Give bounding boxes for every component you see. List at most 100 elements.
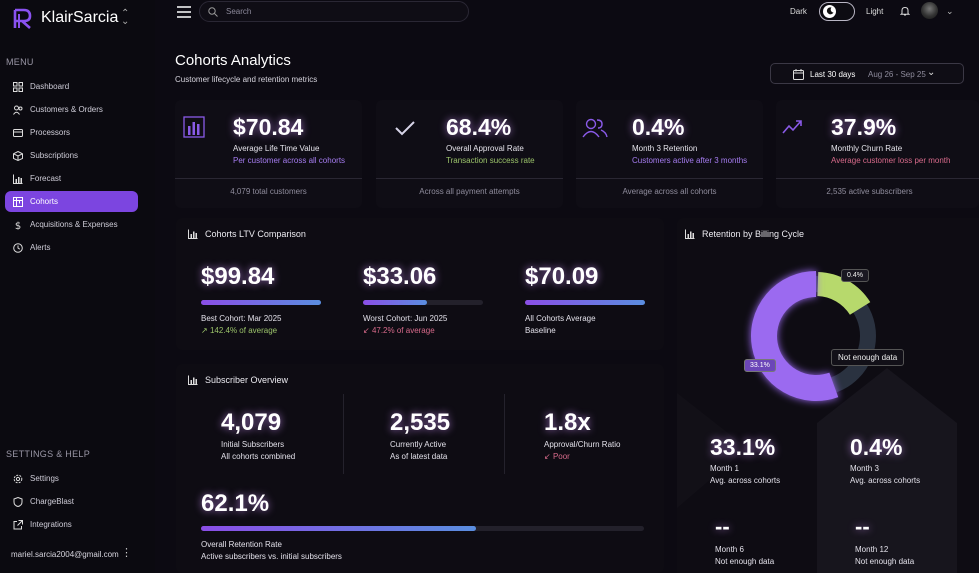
month3-label: Month 3 bbox=[850, 464, 879, 473]
external-link-icon bbox=[13, 519, 23, 529]
ltv-avg-label: All Cohorts Average bbox=[525, 314, 596, 323]
subscriber-panel bbox=[176, 364, 664, 573]
hamburger-menu-icon[interactable] bbox=[177, 6, 191, 18]
sidebar-item-acquisitions[interactable]: $ Acquisitions & Expenses bbox=[5, 214, 138, 235]
ltv-avg-bar-fill bbox=[525, 300, 645, 305]
users-icon bbox=[13, 105, 23, 115]
chevron-down-icon: ⌄ bbox=[927, 67, 936, 78]
ltv-avg-bar bbox=[525, 300, 645, 305]
kpi-footer: Across all payment attempts bbox=[419, 187, 520, 196]
search-icon bbox=[208, 7, 218, 17]
month12-label: Month 12 bbox=[855, 545, 889, 554]
bell-icon[interactable] bbox=[900, 6, 910, 16]
subscriber-ratio-label: Approval/Churn Ratio bbox=[544, 440, 621, 449]
ltv-best-label: Best Cohort: Mar 2025 bbox=[201, 314, 282, 323]
month1-label: Month 1 bbox=[710, 464, 739, 473]
bar-chart-icon bbox=[183, 116, 205, 138]
sidebar-item-customers[interactable]: Customers & Orders bbox=[5, 99, 138, 120]
kpi-card-churn: 37.9% Monthly Churn Rate Average custome… bbox=[776, 100, 979, 208]
gear-icon bbox=[13, 474, 23, 483]
subscriber-ratio-sub-text: Poor bbox=[552, 452, 570, 461]
subscriber-active-value: 2,535 bbox=[390, 409, 451, 436]
subscriber-ratio-value: 1.8x bbox=[544, 409, 591, 436]
month12-sub: Not enough data bbox=[855, 557, 915, 566]
sidebar-item-forecast[interactable]: Forecast bbox=[5, 168, 138, 189]
divider bbox=[576, 178, 763, 179]
ltv-worst-bar bbox=[363, 300, 483, 305]
subscriber-initial-sub: All cohorts combined bbox=[221, 452, 296, 461]
calendar-icon bbox=[793, 69, 804, 80]
workspace-switch-icon[interactable]: ⌃ ⌄ bbox=[121, 8, 130, 27]
sidebar-item-settings[interactable]: Settings bbox=[5, 468, 138, 489]
donut-segment-month1[interactable] bbox=[751, 271, 839, 401]
retention-rate-value: 62.1% bbox=[201, 490, 270, 517]
retention-donut-chart bbox=[751, 271, 876, 401]
kpi-card-retention: 0.4% Month 3 Retention Customers active … bbox=[576, 100, 763, 208]
grid-icon bbox=[13, 81, 23, 92]
kpi-label: Overall Approval Rate bbox=[446, 144, 524, 153]
ltv-worst-bar-fill bbox=[363, 300, 427, 305]
ltv-worst-label: Worst Cohort: Jun 2025 bbox=[363, 314, 448, 323]
kpi-value: 0.4% bbox=[632, 114, 685, 140]
donut-segment-month3[interactable] bbox=[816, 272, 871, 316]
cohorts-icon bbox=[13, 196, 23, 207]
sidebar-item-alerts[interactable]: Alerts bbox=[5, 237, 138, 258]
divider bbox=[175, 178, 362, 179]
avatar[interactable] bbox=[921, 2, 938, 19]
month3-value: 0.4% bbox=[850, 434, 903, 460]
date-range-picker[interactable]: Last 30 days Aug 26 - Sep 25 ⌄ bbox=[770, 63, 964, 84]
month1-value: 33.1% bbox=[710, 434, 776, 460]
kpi-sublabel: Transaction success rate bbox=[446, 156, 535, 165]
subscriber-active-sub: As of latest data bbox=[390, 452, 448, 461]
theme-toggle[interactable] bbox=[819, 2, 855, 21]
ltv-best-delta-text: 142.4% of average bbox=[209, 326, 278, 335]
ltv-avg-value: $70.09 bbox=[525, 263, 599, 290]
hexagon-decoration bbox=[677, 368, 957, 573]
ltv-best-bar-fill bbox=[201, 300, 321, 305]
sidebar-item-label: Settings bbox=[30, 474, 59, 483]
ltv-title-text: Cohorts LTV Comparison bbox=[205, 229, 306, 239]
sidebar-item-integrations[interactable]: Integrations bbox=[5, 514, 138, 535]
sidebar-item-cohorts[interactable]: Cohorts bbox=[5, 191, 138, 212]
sidebar-item-label: Customers & Orders bbox=[30, 105, 103, 114]
kpi-sublabel: Average customer loss per month bbox=[831, 156, 951, 165]
chevron-down-icon[interactable]: ⌄ bbox=[946, 6, 954, 16]
users-icon bbox=[582, 118, 608, 138]
card-icon bbox=[13, 128, 23, 137]
kpi-value: 68.4% bbox=[446, 114, 512, 140]
trend-up-icon: ↗ bbox=[201, 326, 210, 335]
sidebar-item-label: Subscriptions bbox=[30, 151, 79, 160]
sidebar-item-label: Cohorts bbox=[30, 197, 59, 206]
svg-text:$: $ bbox=[15, 221, 21, 230]
moon-icon bbox=[826, 7, 834, 15]
sidebar-item-subscriptions[interactable]: Subscriptions bbox=[5, 145, 138, 166]
logo-icon bbox=[13, 8, 32, 29]
date-range-label: Last 30 days bbox=[810, 70, 856, 79]
page-subtitle: Customer lifecycle and retention metrics bbox=[175, 75, 318, 84]
sidebar-item-label: Dashboard bbox=[30, 82, 70, 91]
divider bbox=[776, 178, 979, 179]
ltv-panel bbox=[176, 218, 664, 350]
bar-chart-icon bbox=[188, 229, 198, 239]
user-email: mariel.sarcia2004@gmail.com bbox=[11, 550, 119, 559]
kpi-sublabel: Customers active after 3 months bbox=[632, 156, 748, 165]
divider bbox=[376, 178, 563, 179]
kpi-value: $70.84 bbox=[233, 114, 304, 140]
sidebar-item-chargeblast[interactable]: ChargeBlast bbox=[5, 491, 138, 512]
retention-rate-sub: Active subscribers vs. initial subscribe… bbox=[201, 552, 342, 561]
sidebar-item-label: Alerts bbox=[30, 243, 51, 252]
user-more-icon[interactable]: ⋮ bbox=[121, 547, 132, 559]
search-placeholder: Search bbox=[226, 7, 252, 16]
ltv-worst-value: $33.06 bbox=[363, 263, 437, 290]
sidebar-item-label: Forecast bbox=[30, 174, 62, 183]
subscriber-ratio-sub: ↙ Poor bbox=[544, 452, 570, 461]
search-input[interactable]: Search bbox=[199, 1, 469, 22]
retention-panel-title: Retention by Billing Cycle bbox=[685, 229, 804, 239]
sidebar-item-processors[interactable]: Processors bbox=[5, 122, 138, 143]
kpi-footer: Average across all cohorts bbox=[622, 187, 717, 196]
settings-help-label: SETTINGS & HELP bbox=[6, 449, 91, 459]
sidebar-item-label: Acquisitions & Expenses bbox=[30, 220, 118, 229]
month6-label: Month 6 bbox=[715, 545, 744, 554]
sidebar-item-dashboard[interactable]: Dashboard bbox=[5, 76, 138, 97]
shield-icon bbox=[13, 496, 23, 507]
